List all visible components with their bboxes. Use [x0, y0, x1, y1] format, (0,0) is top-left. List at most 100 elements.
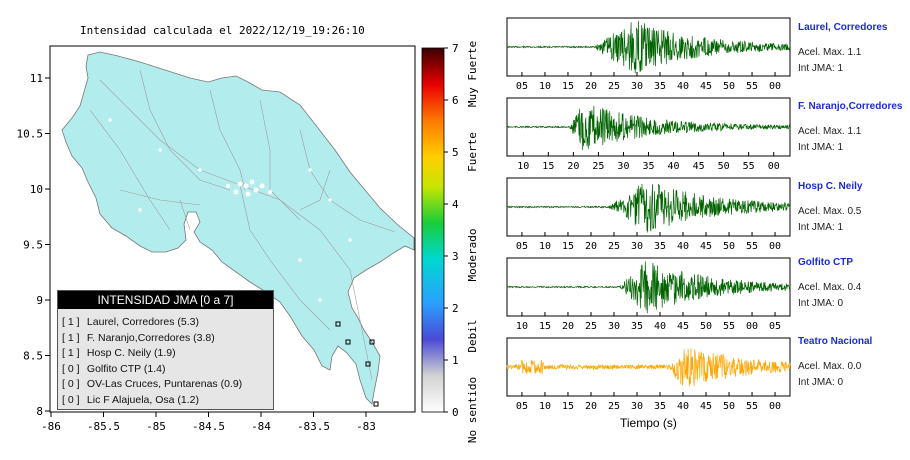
time-tick-label: 35 [654, 241, 666, 252]
time-tick-label: 40 [677, 81, 689, 92]
time-tick-label: 10 [539, 401, 551, 412]
time-tick-label: 20 [585, 81, 597, 92]
seismogram-trace [506, 261, 791, 314]
lon-tick-label: -83.5 [297, 420, 330, 433]
time-tick-label: 25 [608, 81, 620, 92]
time-tick-label: 05 [516, 241, 528, 252]
time-tick-label: 05 [516, 81, 528, 92]
colorbar-category-label: Moderado [466, 229, 479, 282]
colorbar-ticks: 7 6 5 4 3 2 1 0 [444, 42, 459, 419]
lat-tick-label: 11 [30, 72, 43, 85]
seismogram-panel: 05 10 15 20 25 30 35 40 45 50 55 00 [506, 337, 791, 412]
colorbar-tick-label: 3 [452, 250, 459, 263]
time-tick-label: 55 [743, 161, 755, 172]
lon-tick-label: -84 [251, 420, 271, 433]
colorbar [421, 47, 445, 413]
station-info-teatro: Teatro Nacional Acel. Max. 0.0 Int JMA: … [798, 336, 872, 388]
time-tick-label: 10 [539, 81, 551, 92]
legend-row: [ 1 ] Laurel, Corredores (5.3) [58, 315, 273, 331]
time-tick-label: 45 [693, 161, 705, 172]
time-tick-label: 10 [516, 321, 528, 332]
time-tick-label: 20 [585, 401, 597, 412]
lon-tick-label: -85 [146, 420, 166, 433]
intensity-legend: INTENSIDAD JMA [0 a 7] [ 1 ] Laurel, Cor… [57, 290, 274, 410]
time-tick-label: 20 [567, 161, 579, 172]
station-acceleration: Acel. Max. 0.5 [798, 206, 862, 217]
station-intensity: Int JMA: 1 [798, 142, 844, 153]
colorbar-category-label: Debil [466, 319, 479, 352]
station-intensity: Int JMA: 0 [798, 377, 844, 388]
station-name: Hosp C. Neily [798, 181, 863, 192]
lat-tick-label: 9.5 [23, 239, 43, 252]
seismogram-frame [506, 97, 791, 157]
time-tick-label: 10 [539, 241, 551, 252]
time-tick-label: 50 [700, 321, 712, 332]
legend-label: Lic F Alajuela, Osa (1.2) [86, 393, 199, 406]
lon-tick-label: -84.5 [192, 420, 225, 433]
legend-row: [ 0 ] Lic F Alajuela, Osa (1.2) [58, 393, 273, 409]
station-name: Golfito CTP [798, 257, 853, 268]
legend-label: OV-Las Cruces, Puntarenas (0.9) [86, 378, 243, 390]
time-tick-label: 00 [769, 241, 781, 252]
lat-tick-label: 8.5 [23, 350, 43, 363]
map-frame [49, 45, 416, 413]
time-tick-label: 00 [769, 401, 781, 412]
time-tick-label: 15 [562, 401, 574, 412]
legend-level: [ 0 ] [62, 362, 80, 375]
lat-tick-label: 10 [30, 183, 43, 196]
seismogram-trace [506, 183, 791, 233]
time-tick-label: 40 [668, 161, 680, 172]
time-tick-label: 50 [723, 241, 735, 252]
time-tick-label: 05 [769, 321, 781, 332]
legend-row: [ 1 ] F. Naranjo,Corredores (3.8) [58, 331, 273, 347]
time-tick-label: 25 [608, 401, 620, 412]
time-tick-label: 30 [631, 401, 643, 412]
time-tick-label: 55 [723, 321, 735, 332]
time-tick-label: 50 [718, 161, 730, 172]
time-axis-label: Tiempo (s) [620, 416, 677, 430]
time-tick-label: 45 [677, 321, 689, 332]
seismogram-trace [506, 105, 791, 151]
time-tick-label: 45 [700, 81, 712, 92]
seismogram-trace [506, 348, 791, 387]
seismogram-panel: 10 15 20 25 30 35 40 45 50 55 00 [506, 97, 791, 172]
lat-tick-label: 8 [36, 405, 43, 418]
legend-row: [ 0 ] Golfito CTP (1.4) [58, 362, 273, 378]
time-tick-label: 15 [542, 161, 554, 172]
time-tick-label: 50 [723, 81, 735, 92]
station-acceleration: Acel. Max. 0.4 [798, 282, 862, 293]
time-tick-label: 20 [585, 241, 597, 252]
colorbar-tick-label: 0 [452, 406, 459, 419]
time-tick-label: 30 [631, 81, 643, 92]
colorbar-categories: Muy Fuerte Fuerte Moderado Debil No sentido [466, 41, 479, 443]
time-tick-label: 55 [746, 401, 758, 412]
legend-level: [ 1 ] [62, 347, 80, 359]
legend-label: F. Naranjo,Corredores (3.8) [86, 331, 215, 344]
time-tick-label: 05 [516, 401, 528, 412]
time-tick-label: 30 [617, 161, 629, 172]
legend-row: [ 1 ] Hosp C. Neily (1.9) [58, 346, 273, 362]
seismogram-frame [506, 17, 791, 77]
station-acceleration: Acel. Max. 1.1 [798, 47, 862, 58]
lon-tick-label: -85.5 [87, 420, 120, 433]
seismogram-frame [506, 337, 791, 397]
time-tick-label: 45 [700, 401, 712, 412]
lon-tick-label: -86 [41, 420, 61, 433]
lon-axis: -86 -85.5 -85 -84.5 -84 -83.5 -83 [41, 412, 376, 433]
station-markers [335, 321, 379, 407]
legend-label: Laurel, Corredores (5.3) [86, 316, 199, 328]
station-intensity: Int JMA: 1 [798, 222, 844, 233]
seismogram-panel: 05 10 15 20 25 30 35 40 45 50 55 00 [506, 177, 791, 252]
time-tick-label: 15 [539, 321, 551, 332]
lon-tick-label: -83 [356, 420, 376, 433]
time-tick-label: 20 [562, 321, 574, 332]
colorbar-tick-label: 6 [452, 94, 459, 107]
station-name: Laurel, Corredores [798, 22, 888, 33]
station-name: Teatro Nacional [798, 336, 873, 347]
time-tick-label: 45 [700, 241, 712, 252]
station-intensity: Int JMA: 1 [798, 63, 844, 74]
time-tick-label: 35 [654, 401, 666, 412]
road-network [89, 69, 396, 381]
time-tick-label: 50 [723, 401, 735, 412]
map-title: Intensidad calculada el 2022/12/19_19:26… [80, 24, 365, 37]
